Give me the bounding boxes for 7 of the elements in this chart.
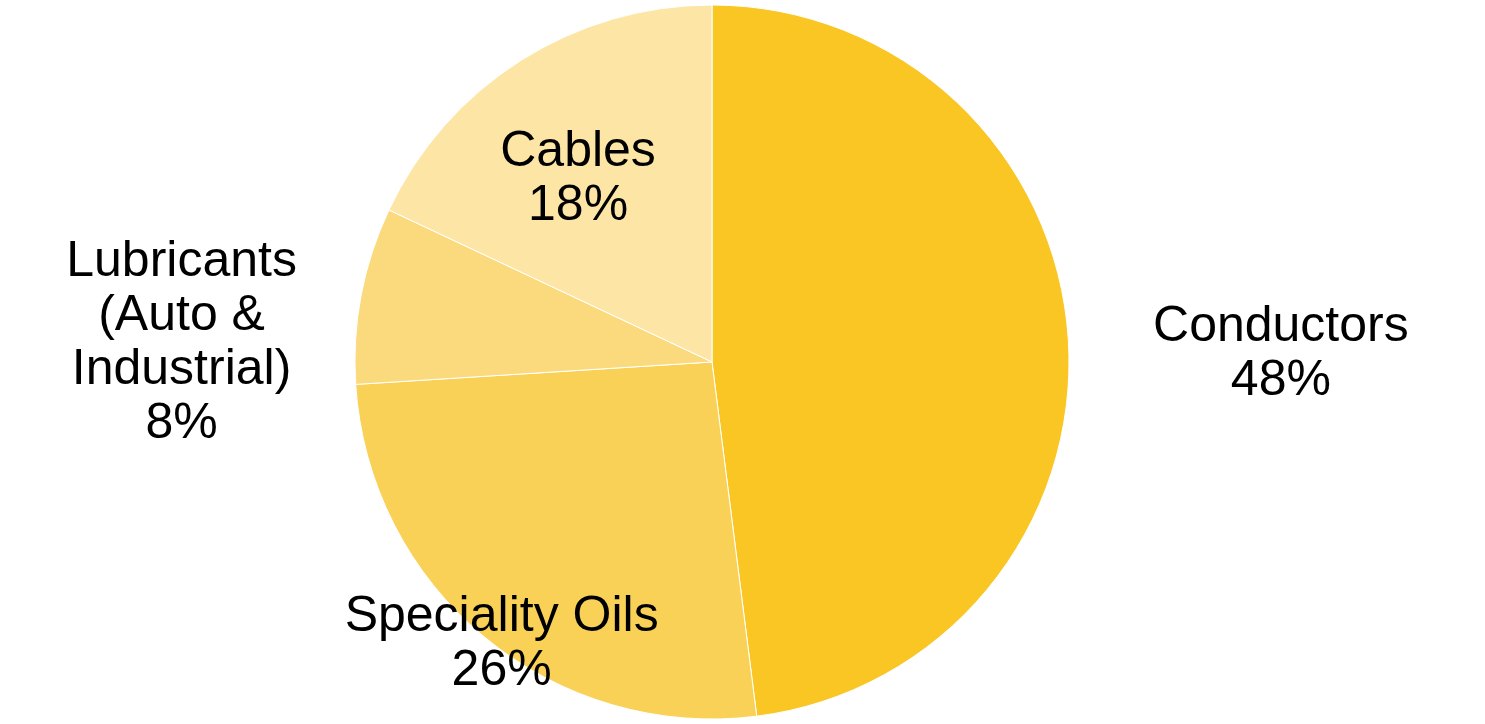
slice-label: Cables xyxy=(500,120,656,177)
slice-label: Conductors xyxy=(1153,296,1409,353)
data-label: 26% xyxy=(451,640,552,697)
slice-label: Lubricants (Auto & Industrial) xyxy=(66,230,297,395)
data-label: 18% xyxy=(528,174,629,231)
data-label: 8% xyxy=(145,392,218,449)
data-label: 48% xyxy=(1230,350,1331,407)
